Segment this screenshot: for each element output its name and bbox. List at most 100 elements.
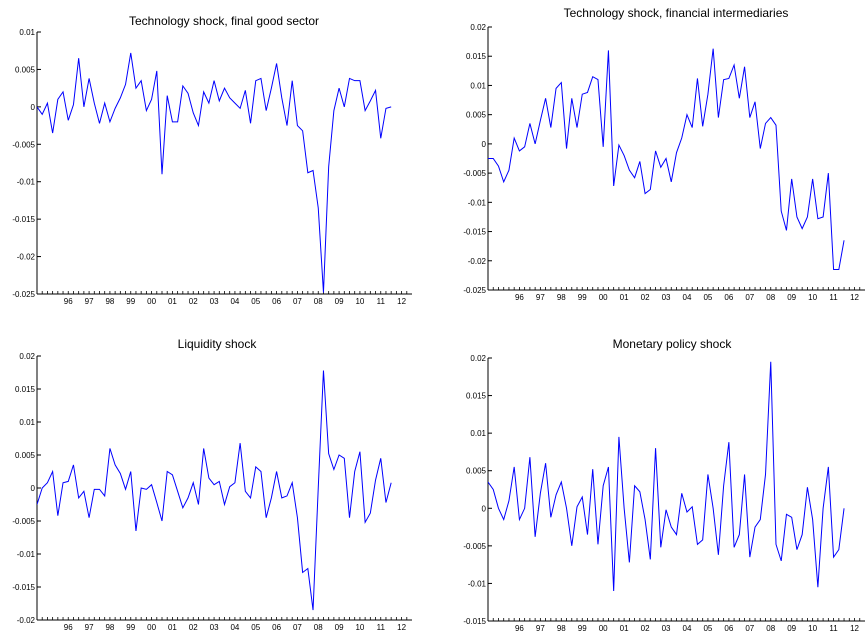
x-tick-label: 99 (578, 624, 587, 633)
panel-monetary-policy-shock: Monetary policy shock 0.02 0.015 0.01 0.005… (463, 337, 865, 633)
x-tick-label: 02 (189, 623, 198, 632)
x-tick-label: 02 (641, 624, 650, 633)
x-tick-label: 03 (662, 624, 671, 633)
x-tick-label: 10 (355, 623, 364, 632)
x-tick-label: 06 (272, 297, 281, 306)
x-tick-label: 11 (829, 293, 838, 302)
x-tick-label: 12 (397, 297, 406, 306)
y-tick-label: 0 (482, 140, 487, 149)
x-tick-label: 12 (850, 624, 859, 633)
y-tick-label: 0.005 (466, 111, 487, 120)
panel-technology-shock-final-good-sector: Technology shock, final good sector 0.01… (12, 14, 412, 306)
y-tick-label: -0.015 (463, 617, 486, 626)
x-tick-label: 01 (168, 623, 177, 632)
x-tick-label: 09 (335, 297, 344, 306)
x-tick-label: 01 (620, 624, 629, 633)
y-tick-label: -0.025 (463, 286, 486, 295)
x-tick-label: 03 (210, 297, 219, 306)
y-tick-label: 0.01 (19, 418, 35, 427)
x-tick-label: 09 (787, 293, 796, 302)
x-tick-label: 00 (147, 297, 156, 306)
y-tick-label: -0.025 (12, 290, 35, 299)
x-tick-label: 08 (314, 623, 323, 632)
y-tick-label: -0.015 (12, 215, 35, 224)
x-tick-label: 05 (703, 293, 712, 302)
x-tick-label: 11 (829, 624, 838, 633)
y-tick-label: -0.005 (12, 140, 35, 149)
chart-title: Liquidity shock (178, 337, 258, 351)
y-tick-label: -0.01 (468, 579, 487, 588)
y-tick-label: -0.02 (17, 616, 36, 625)
y-tick-label: -0.015 (463, 228, 486, 237)
x-tick-label: 02 (189, 297, 198, 306)
x-tick-label: 07 (293, 623, 302, 632)
x-tick-label: 07 (745, 624, 754, 633)
y-tick-label: 0.005 (466, 467, 487, 476)
chart-title: Technology shock, financial intermediari… (564, 6, 789, 20)
x-tick-label: 99 (126, 297, 135, 306)
y-tick-label: 0.02 (470, 354, 486, 363)
x-tick-label: 06 (724, 293, 733, 302)
y-tick-label: -0.01 (17, 550, 36, 559)
y-tick-label: 0 (482, 504, 487, 513)
x-tick-label: 05 (703, 624, 712, 633)
y-tick-label: -0.005 (463, 542, 486, 551)
x-tick-label: 01 (168, 297, 177, 306)
x-tick-label: 97 (85, 623, 94, 632)
y-tick-label: 0.005 (15, 451, 36, 460)
x-tick-label: 96 (64, 623, 73, 632)
y-tick-label: 0.01 (470, 429, 486, 438)
y-tick-label: 0.01 (470, 81, 486, 90)
x-tick-label: 07 (745, 293, 754, 302)
x-tick-label: 00 (599, 624, 608, 633)
x-tick-label: 00 (599, 293, 608, 302)
x-tick-label: 10 (808, 624, 817, 633)
y-tick-label: -0.02 (468, 257, 487, 266)
series-line (488, 361, 845, 591)
x-tick-label: 97 (536, 624, 545, 633)
y-tick-label: 0.015 (466, 392, 487, 401)
series-line (37, 52, 392, 293)
y-tick-label: 0.02 (19, 352, 35, 361)
x-tick-label: 09 (335, 623, 344, 632)
x-tick-label: 08 (766, 293, 775, 302)
x-tick-label: 96 (515, 293, 524, 302)
y-tick-label: -0.02 (17, 253, 36, 262)
y-tick-label: 0.01 (19, 28, 35, 37)
x-tick-label: 04 (683, 624, 692, 633)
x-tick-label: 96 (64, 297, 73, 306)
x-tick-label: 05 (251, 623, 260, 632)
x-tick-label: 10 (808, 293, 817, 302)
x-tick-label: 97 (536, 293, 545, 302)
x-tick-label: 04 (683, 293, 692, 302)
series-line (488, 48, 845, 271)
x-tick-label: 06 (724, 624, 733, 633)
series-line (37, 370, 392, 611)
x-tick-label: 08 (766, 624, 775, 633)
x-tick-label: 98 (105, 297, 114, 306)
x-tick-label: 06 (272, 623, 281, 632)
y-tick-label: 0.02 (470, 23, 486, 32)
x-tick-label: 07 (293, 297, 302, 306)
chart-title: Monetary policy shock (613, 337, 733, 351)
chart-title: Technology shock, final good sector (129, 14, 319, 28)
x-tick-label: 96 (515, 624, 524, 633)
x-tick-label: 05 (251, 297, 260, 306)
y-tick-label: -0.01 (468, 198, 487, 207)
x-tick-label: 03 (210, 623, 219, 632)
x-tick-label: 98 (105, 623, 114, 632)
y-tick-label: 0 (31, 103, 36, 112)
y-tick-label: -0.015 (12, 583, 35, 592)
x-tick-label: 01 (620, 293, 629, 302)
y-tick-label: 0.005 (15, 65, 36, 74)
x-tick-label: 08 (314, 297, 323, 306)
x-tick-label: 97 (85, 297, 94, 306)
x-tick-label: 12 (397, 623, 406, 632)
y-tick-label: 0.015 (466, 52, 487, 61)
x-tick-label: 03 (662, 293, 671, 302)
panel-technology-shock-financial-intermediaries: Technology shock, financial intermediari… (463, 6, 865, 302)
x-tick-label: 04 (230, 297, 239, 306)
y-tick-label: -0.005 (12, 517, 35, 526)
y-tick-label: -0.005 (463, 169, 486, 178)
